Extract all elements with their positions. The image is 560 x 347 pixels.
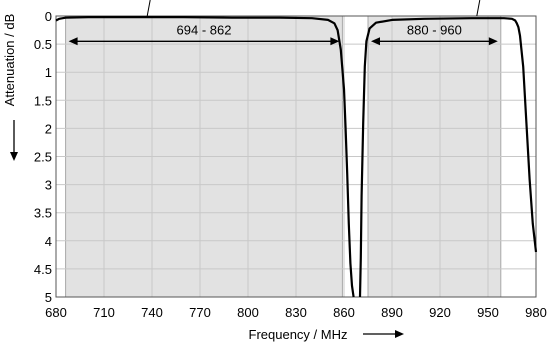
x-axis-title: Frequency / MHz [249, 327, 348, 342]
band-arrows: 694 - 862 880 - 960 [68, 22, 498, 46]
y-tick-label: 0 [45, 9, 52, 24]
band-arrow-head-right [330, 37, 340, 46]
band-arrow-head-left [68, 37, 78, 46]
callout-line-2 [476, 0, 481, 17]
x-axis-direction-arrow [363, 330, 404, 338]
x-tick-label: 740 [141, 305, 163, 320]
y-tick-label: 5 [45, 290, 52, 305]
tick-labels: 680 710 740 770 800 830 860 890 920 950 980 0 0.5 1 1.… [34, 9, 547, 320]
x-tick-label: 950 [477, 305, 499, 320]
callout-line-1 [146, 0, 151, 17]
x-tick-label: 860 [333, 305, 355, 320]
y-tick-label: 2.5 [34, 150, 52, 165]
band-arrow-1: 694 - 862 [68, 22, 340, 46]
x-tick-label: 830 [285, 305, 307, 320]
x-tick-label: 680 [45, 305, 67, 320]
x-tick-label: 980 [525, 305, 547, 320]
x-tick-label: 710 [93, 305, 115, 320]
band-label-2: 880 - 960 [407, 22, 462, 37]
y-tick-label: 1.5 [34, 93, 52, 108]
band-label-1: 694 - 862 [177, 22, 232, 37]
x-tick-label: 920 [429, 305, 451, 320]
x-tick-label: 770 [189, 305, 211, 320]
band-arrow-2: 880 - 960 [371, 22, 498, 46]
band-arrow-head-left [371, 37, 380, 46]
y-tick-label: 4 [45, 234, 52, 249]
curve-segment-1 [55, 16, 355, 298]
y-axis-direction-arrow [10, 120, 18, 161]
x-tick-label: 800 [237, 305, 259, 320]
callout-lines [146, 0, 481, 17]
y-tick-label: 4.5 [34, 262, 52, 277]
y-tick-label: 0.5 [34, 37, 52, 52]
curve-segment-2 [358, 17, 538, 298]
y-tick-label: 2 [45, 121, 52, 136]
grid [56, 16, 536, 297]
y-tick-label: 1 [45, 65, 52, 80]
plot-border [55, 15, 537, 298]
y-tick-label: 3 [45, 178, 52, 193]
attenuation-curve [55, 16, 538, 298]
plot-frame [55, 15, 537, 298]
band-arrow-head-right [488, 37, 498, 46]
y-tick-label: 3.5 [34, 206, 52, 221]
x-tick-label: 890 [381, 305, 403, 320]
y-axis-title: Attenuation / dB [2, 14, 17, 107]
